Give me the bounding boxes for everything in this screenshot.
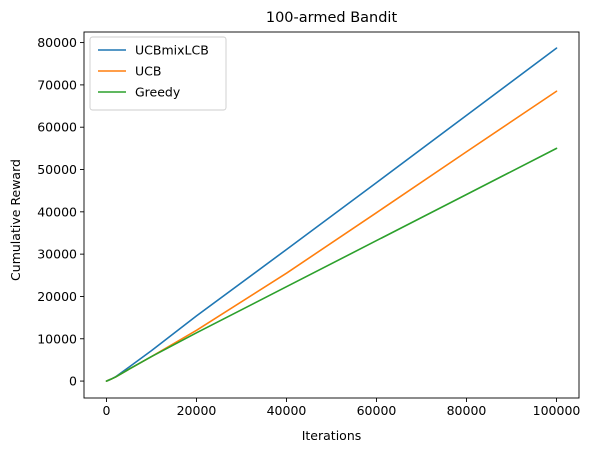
x-tick-label: 80000 bbox=[447, 403, 487, 418]
legend: UCBmixLCB UCB Greedy bbox=[89, 36, 227, 111]
y-tick-label: 20000 bbox=[37, 289, 77, 304]
x-tick-label: 60000 bbox=[357, 403, 397, 418]
chart-title: 100-armed Bandit bbox=[266, 10, 398, 26]
x-tick-label: 40000 bbox=[267, 403, 307, 418]
x-axis-label: Iterations bbox=[302, 428, 362, 443]
x-tick-label: 0 bbox=[103, 403, 111, 418]
legend-label: UCBmixLCB bbox=[135, 43, 209, 58]
y-tick-label: 70000 bbox=[37, 77, 77, 92]
y-tick-label: 10000 bbox=[37, 331, 77, 346]
y-axis-label: Cumulative Reward bbox=[8, 159, 23, 281]
y-tick-label: 60000 bbox=[37, 120, 77, 135]
legend-label: UCB bbox=[135, 64, 161, 79]
y-tick-label: 40000 bbox=[37, 204, 77, 219]
y-tick-label: 50000 bbox=[37, 162, 77, 177]
series-layer bbox=[105, 47, 558, 382]
series-line-greedy bbox=[105, 147, 558, 382]
legend-label: Greedy bbox=[135, 85, 181, 100]
y-tick-label: 30000 bbox=[37, 247, 77, 262]
y-tick-label: 80000 bbox=[37, 35, 77, 50]
x-tick-label: 100000 bbox=[533, 403, 581, 418]
x-tick-label: 20000 bbox=[177, 403, 217, 418]
y-tick-label: 0 bbox=[69, 374, 77, 389]
plot-border bbox=[83, 31, 580, 399]
x-axis: 0 20000 40000 60000 80000 100000 bbox=[103, 398, 581, 418]
y-axis: 0 10000 20000 30000 40000 50000 60000 70000 8000… bbox=[37, 35, 84, 389]
